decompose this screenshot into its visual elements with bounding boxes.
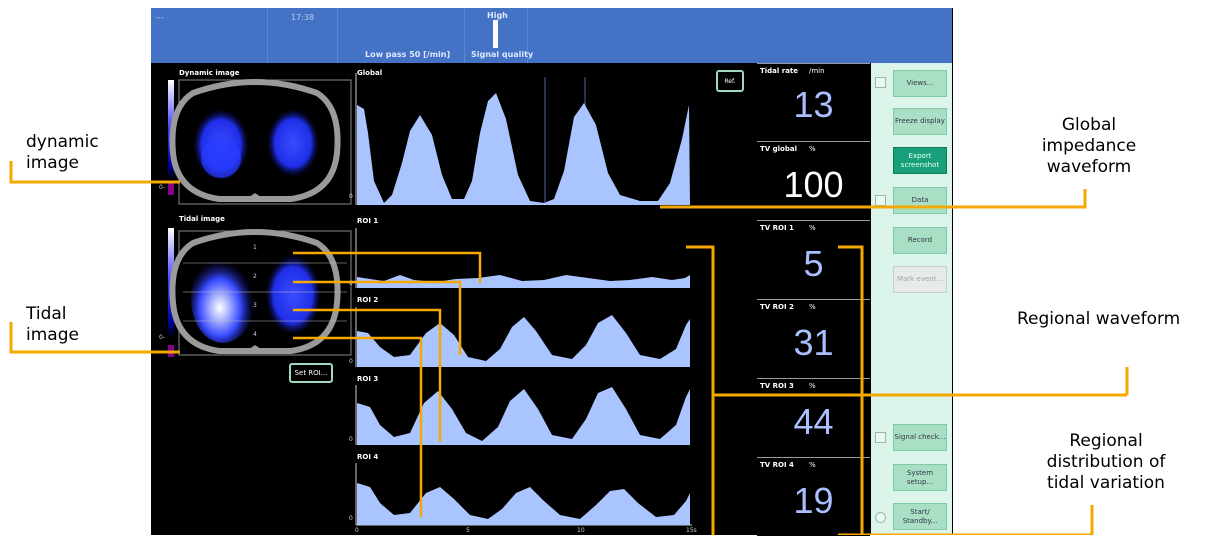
signal-check-checkbox[interactable] (875, 432, 886, 443)
mark-event-button[interactable]: Mark event... (893, 266, 947, 293)
annotation-regional-waveform: Regional waveform (1017, 309, 1181, 329)
roi3-zero-tick: 0 (349, 436, 353, 443)
numeric-value: 19 (793, 480, 834, 521)
tidal-zero-label: 0- (159, 334, 165, 341)
global-zero-tick: 0 (349, 193, 353, 200)
roi-number-2: 2 (253, 273, 257, 280)
export-screenshot-button[interactable]: Export screenshot (893, 147, 947, 174)
record-button[interactable]: Record (893, 227, 947, 254)
tidal-image-title: Tidal image (179, 215, 225, 223)
numeric-label: TV ROI 4 (760, 461, 794, 469)
annotation-global-waveform: Global impedance waveform (1041, 115, 1137, 177)
roi-number-3: 3 (253, 302, 257, 309)
numeric-unit: % (809, 382, 816, 390)
x-tick-10: 10 (577, 527, 585, 534)
numeric-unit: % (809, 461, 816, 469)
clock-time: 17:38 (291, 13, 315, 22)
numeric-value: 5 (803, 243, 824, 284)
numeric-label: TV ROI 2 (760, 303, 794, 311)
roi3-waveform-title: ROI 3 (357, 375, 379, 383)
roi2-zero-tick: 0 (349, 358, 353, 365)
set-roi-button[interactable]: Set ROI... (289, 363, 333, 383)
lowpass-filter-label: Low pass 50 [/min] (365, 50, 451, 59)
numeric-tv-roi4: TV ROI 4 % 19 (757, 457, 870, 536)
numeric-value: 44 (793, 401, 834, 442)
x-tick-0: 0 (355, 527, 359, 534)
eit-images (168, 79, 352, 357)
roi-number-1: 1 (253, 244, 257, 251)
numeric-label: TV ROI 3 (760, 382, 794, 390)
numeric-value: 31 (793, 322, 834, 363)
numeric-label: Tidal rate (760, 67, 799, 75)
numeric-value: 13 (793, 84, 834, 125)
numeric-unit: /min (809, 67, 825, 75)
freeze-display-button[interactable]: Freeze display (893, 108, 947, 135)
numeric-label: TV global (760, 145, 797, 153)
signal-quality-label: Signal quality (471, 50, 534, 59)
numeric-tv-roi2: TV ROI 2 % 31 (757, 299, 870, 377)
numeric-unit: % (809, 303, 816, 311)
roi4-waveform-title: ROI 4 (357, 453, 379, 461)
numeric-tv-roi1: TV ROI 1 % 5 (757, 220, 870, 298)
roi-number-4: 4 (253, 331, 257, 338)
numeric-unit: % (809, 224, 816, 232)
dynamic-zero-label: 0- (159, 184, 165, 191)
status-dashes: --- (155, 13, 164, 22)
standby-indicator (875, 512, 886, 523)
status-bar: --- 17:38 Low pass 50 [/min] High Signal… (151, 8, 952, 63)
control-sidebar (871, 63, 952, 535)
global-waveform-title: Global (357, 69, 383, 77)
roi1-waveform-title: ROI 1 (357, 217, 379, 225)
x-tick-5: 5 (466, 527, 470, 534)
annotation-tidal-image: Tidal image (26, 304, 79, 345)
start-standby-button[interactable]: Start/ Standby... (893, 503, 947, 530)
signal-quality-bar (493, 20, 498, 48)
numeric-tidal-rate: Tidal rate /min 13 (757, 63, 870, 141)
dynamic-image-title: Dynamic image (179, 69, 240, 77)
data-button[interactable]: Data (893, 187, 947, 214)
signal-check-button[interactable]: Signal check... (893, 424, 947, 451)
roi1-zero-tick: 0 (349, 280, 353, 287)
roi4-zero-tick: 0 (349, 515, 353, 522)
annotation-regional-distribution: Regional distribution of tidal variation (1046, 431, 1166, 493)
roi2-waveform-title: ROI 2 (357, 296, 379, 304)
annotation-dynamic-image: dynamic image (26, 132, 99, 173)
numeric-tv-roi3: TV ROI 3 % 44 (757, 378, 870, 456)
numeric-value: 100 (783, 164, 844, 205)
numeric-label: TV ROI 1 (760, 224, 794, 232)
numeric-unit: % (809, 145, 816, 153)
reference-button[interactable]: Ref. (716, 70, 744, 92)
views-checkbox[interactable] (875, 77, 886, 88)
x-tick-15s: 15s (686, 527, 697, 534)
system-setup-button[interactable]: System setup... (893, 464, 947, 491)
views-button[interactable]: Views... (893, 70, 947, 97)
signal-quality-high: High (487, 11, 508, 20)
